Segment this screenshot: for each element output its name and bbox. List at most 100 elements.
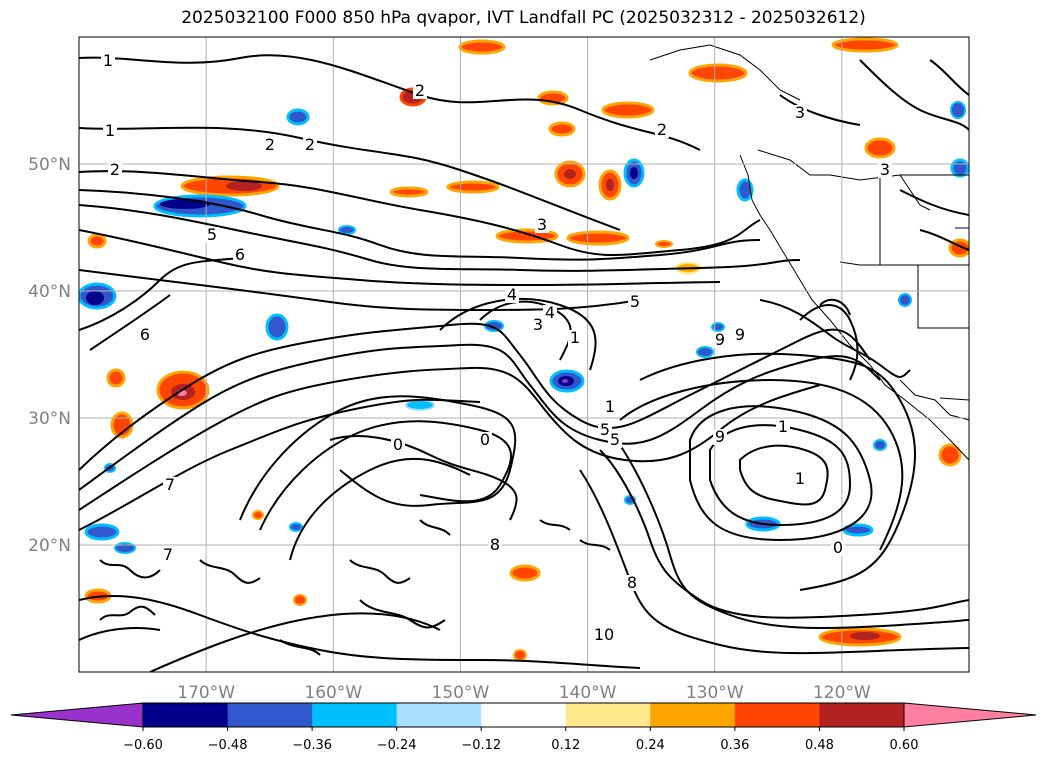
contour-label-bg [713, 429, 727, 445]
contour-lines [79, 54, 969, 672]
contour-label-bg [303, 137, 317, 153]
lon-tick-label: 160°W [304, 683, 362, 703]
colorbar-tick-label: 0.24 [636, 738, 665, 753]
colorbar-swatch [734, 703, 820, 727]
contour-label-bg [625, 575, 639, 591]
colorbar-tick-label: −0.12 [461, 738, 501, 753]
contour-label: 4 [507, 285, 517, 304]
colorbar-tick-label: −0.60 [123, 738, 163, 753]
colorbar-tick-label: 0.36 [720, 738, 749, 753]
map-frame [78, 36, 970, 673]
contour-label: 1 [105, 121, 115, 140]
contour-label: 2 [305, 135, 315, 154]
contour-label: 0 [393, 435, 403, 454]
contour-label-bg [597, 627, 611, 643]
contour-label: 6 [140, 325, 150, 344]
contour-label-bg [413, 83, 427, 99]
contour-label: 9 [715, 330, 725, 349]
colorbar-swatch [396, 703, 482, 727]
contour-label: 0 [833, 538, 843, 557]
contour-label: 6 [235, 245, 245, 264]
lat-tick-label: 30°N [28, 409, 71, 429]
contour-label-bg [831, 540, 845, 556]
lat-tick-label: 40°N [28, 282, 71, 302]
contour-label-bg [531, 317, 545, 333]
lon-tick-label: 150°W [432, 683, 490, 703]
contour-label: 1 [103, 51, 113, 70]
contour-label: 1 [605, 397, 615, 416]
contour-label: 0 [480, 430, 490, 449]
colorbar-extend-min [10, 702, 144, 728]
contour-label: 2 [110, 160, 120, 179]
contour-label-bg [793, 105, 807, 121]
contour-label: 8 [627, 573, 637, 592]
contour-label: 2 [265, 135, 275, 154]
contour-label: 4 [545, 303, 555, 322]
colorbar-tick-label: −0.24 [377, 738, 417, 753]
contour-label: 2 [657, 120, 667, 139]
colorbar-tick-label: 0.48 [805, 738, 834, 753]
contour-label-bg [478, 432, 492, 448]
colorbar-tick-label: −0.36 [292, 738, 332, 753]
colorbar-swatch [650, 703, 736, 727]
contour-label: 3 [537, 215, 547, 234]
contour-label: 5 [600, 420, 610, 439]
contour-label: 3 [795, 103, 805, 122]
contour-label: 7 [165, 475, 175, 494]
contour-label-bg [108, 162, 122, 178]
colorbar-swatch [481, 703, 567, 727]
contour-label-bg [568, 330, 582, 346]
lon-tick-label: 140°W [559, 683, 617, 703]
contour-label-bg [608, 432, 622, 448]
contour-label-bg [733, 327, 747, 343]
colorbar-swatch [227, 703, 313, 727]
contour-label-bg [543, 305, 557, 321]
contour-label: 1 [778, 417, 788, 436]
contour-label-bg [138, 327, 152, 343]
longitude-labels: 170°W 160°W 150°W 140°W 130°W 120°W [177, 683, 871, 703]
coastline [649, 44, 969, 461]
contour-label-bg [103, 123, 117, 139]
colorbar-outline [142, 702, 905, 728]
contour-label: 7 [163, 545, 173, 564]
colorbar-swatch [312, 703, 398, 727]
lon-tick-label: 120°W [813, 683, 871, 703]
contour-label: 3 [533, 315, 543, 334]
contour-label: 2 [415, 81, 425, 100]
contour-label: 9 [735, 325, 745, 344]
contour-label-bg [101, 53, 115, 69]
contour-label-bg [878, 162, 892, 178]
contour-label-bg [793, 471, 807, 487]
contour-label-bg [535, 217, 549, 233]
contour-label: 1 [795, 469, 805, 488]
contour-label: 8 [490, 535, 500, 554]
contour-label-bg [776, 419, 790, 435]
gridlines [79, 37, 969, 672]
contour-label: 10 [594, 625, 614, 644]
contour-label-bg [655, 122, 669, 138]
contour-label-bg [713, 332, 727, 348]
contour-label: 1 [570, 328, 580, 347]
colorbar-tick-label: −0.48 [208, 738, 248, 753]
colorbar: −0.60 −0.48 −0.36 −0.24 −0.12 0.12 0.24 0.36 0.4… [10, 702, 1037, 753]
contour-label: 5 [610, 430, 620, 449]
contour-label: 5 [207, 225, 217, 244]
contour-label-bg [163, 477, 177, 493]
contour-label: 3 [880, 160, 890, 179]
latitude-labels: 50°N 40°N 30°N 20°N [28, 155, 71, 556]
lat-tick-label: 50°N [28, 155, 71, 175]
contour-label-bg [391, 437, 405, 453]
contour-label-bg [488, 537, 502, 553]
contour-label: 9 [715, 427, 725, 446]
contour-label-bg [205, 227, 219, 243]
contour-label-bg [505, 287, 519, 303]
chart-title: 2025032100 F000 850 hPa qvapor, IVT Land… [181, 8, 866, 28]
lon-tick-label: 170°W [177, 683, 235, 703]
lon-tick-label: 130°W [686, 683, 744, 703]
contour-label-bg [628, 294, 642, 310]
contour-label-bg [263, 137, 277, 153]
colorbar-swatch [819, 703, 905, 727]
contour-label-bg [233, 247, 247, 263]
contour-label-bg [603, 399, 617, 415]
